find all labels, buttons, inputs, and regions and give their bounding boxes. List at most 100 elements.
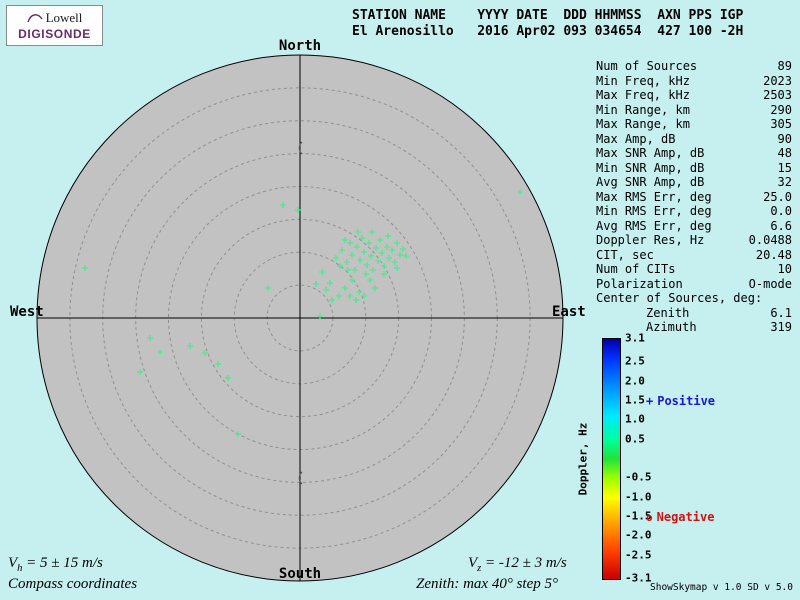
legend-negative: o Negative [646, 510, 714, 524]
source-point [319, 269, 325, 275]
source-point [352, 267, 358, 273]
source-point [280, 202, 286, 208]
source-point [385, 233, 391, 239]
vz-base: V [468, 555, 478, 571]
stat-row: Min Freq, kHz 2023 [596, 74, 792, 89]
stat-label: Avg SNR Amp, dB [596, 175, 705, 189]
colorbar-tick-label: -1.0 [625, 490, 652, 504]
logo-lowell: Lowell [45, 10, 83, 25]
stat-row: Max SNR Amp, dB 48 [596, 146, 792, 161]
source-point [333, 255, 339, 261]
stat-value: 305 [770, 117, 792, 131]
stat-label: Min SNR Amp, dB [596, 160, 705, 175]
source-point [342, 237, 348, 243]
colorbar-tick-label: -2.0 [625, 528, 652, 542]
compass-label-west: West [10, 304, 44, 320]
source-point [379, 250, 385, 256]
header-row-values: El Arenosillo 2016 Apr02 093 034654 427 … [352, 24, 744, 39]
stat-value: 290 [770, 102, 792, 117]
source-point [364, 262, 370, 268]
source-point [367, 277, 373, 283]
source-point [356, 289, 362, 295]
stat-value: 0.0488 [748, 233, 792, 247]
source-point [235, 431, 241, 437]
stat-value: 10 [777, 262, 792, 276]
legend-positive: + Positive [646, 394, 715, 408]
stat-value: 6.1 [770, 305, 792, 320]
colorbar-tick-label: 0.5 [625, 432, 645, 446]
stat-value: 20.48 [755, 247, 792, 262]
source-point [397, 252, 403, 258]
stat-label: Doppler Res, Hz [596, 233, 705, 247]
colorbar-tick-label: -3.1 [625, 571, 652, 585]
header-row-labels: STATION NAME YYYY DATE DDD HHMMSS AXN PP… [352, 8, 744, 23]
source-point [381, 271, 387, 277]
stat-row: Min SNR Amp, dB 15 [596, 161, 792, 176]
source-point [389, 247, 395, 253]
source-point [384, 244, 390, 250]
stat-label: CIT, sec [596, 247, 654, 262]
stat-value: 2023 [763, 73, 792, 88]
source-point [323, 287, 329, 293]
stat-label: Max Range, km [596, 117, 690, 131]
source-point [295, 207, 301, 213]
compass-label-north: North [278, 38, 322, 54]
source-point [392, 259, 398, 265]
source-point [355, 229, 361, 235]
stat-label: Max SNR Amp, dB [596, 146, 705, 160]
axis-arc-mark [298, 141, 303, 155]
source-point [327, 280, 333, 286]
colorbar-title: Doppler, Hz [576, 422, 590, 496]
source-point [373, 245, 379, 251]
colorbar-tick-label: 1.5 [625, 393, 645, 407]
stat-row: Avg SNR Amp, dB 32 [596, 175, 792, 190]
stat-row: Min RMS Err, deg 0.0 [596, 204, 792, 219]
source-point [157, 349, 163, 355]
source-point [386, 255, 392, 261]
stat-row: Max Range, km 305 [596, 117, 792, 132]
stat-label: Num of Sources [596, 59, 698, 73]
zenith-note: Zenith: max 40° step 5° [416, 576, 558, 592]
stat-label: Azimuth [646, 320, 697, 334]
stat-row: Zenith 6.1 [596, 306, 792, 321]
source-point [381, 263, 387, 269]
source-point [342, 285, 348, 291]
vz-value: Vz = -12 ± 3 m/s [468, 555, 567, 574]
source-point [347, 293, 353, 299]
source-point [339, 247, 345, 253]
stat-value: 48 [777, 146, 792, 160]
circle-icon: o [646, 511, 653, 524]
stat-label: Num of CITs [596, 262, 676, 276]
version-text: ShowSkymap v 1.0 SD v 5.0 [650, 582, 793, 593]
colorbar-tick-label: 1.0 [625, 412, 645, 426]
colorbar-tick-label: 2.0 [625, 374, 645, 388]
stats-panel: Num of Sources 89 Min Freq, kHz 2023 Max Fre… [596, 59, 792, 335]
source-point [353, 297, 359, 303]
source-point [394, 265, 400, 271]
source-point [349, 277, 355, 283]
source-point [349, 252, 355, 258]
stat-label: Min Range, km [596, 102, 690, 117]
vh-rest: = 5 ± 15 m/s [22, 555, 103, 571]
legend-positive-label: Positive [657, 394, 716, 408]
stat-value: O-mode [748, 276, 792, 291]
source-point [369, 229, 375, 235]
stat-value: 15 [777, 160, 792, 175]
source-point [361, 293, 367, 299]
axis-arc-mark [298, 471, 303, 485]
stat-value: 89 [777, 59, 792, 73]
source-point [375, 258, 381, 264]
colorbar-tick-label: -2.5 [625, 548, 652, 562]
source-point [329, 297, 335, 303]
source-point [517, 189, 523, 195]
source-point [147, 335, 153, 341]
stat-value: 32 [777, 175, 792, 189]
source-point [317, 313, 323, 319]
stat-label: Polarization [596, 276, 683, 291]
source-point [394, 240, 400, 246]
scatter-points [82, 189, 523, 437]
source-point [357, 257, 363, 263]
legend-negative-label: Negative [656, 510, 715, 524]
header: STATION NAME YYYY DATE DDD HHMMSS AXN PP… [352, 8, 743, 40]
colorbar: Doppler, Hz 3.1 2.5 2.0 1.5 1.0 0.5 -0.5 -1.0 -1… [577, 332, 702, 585]
